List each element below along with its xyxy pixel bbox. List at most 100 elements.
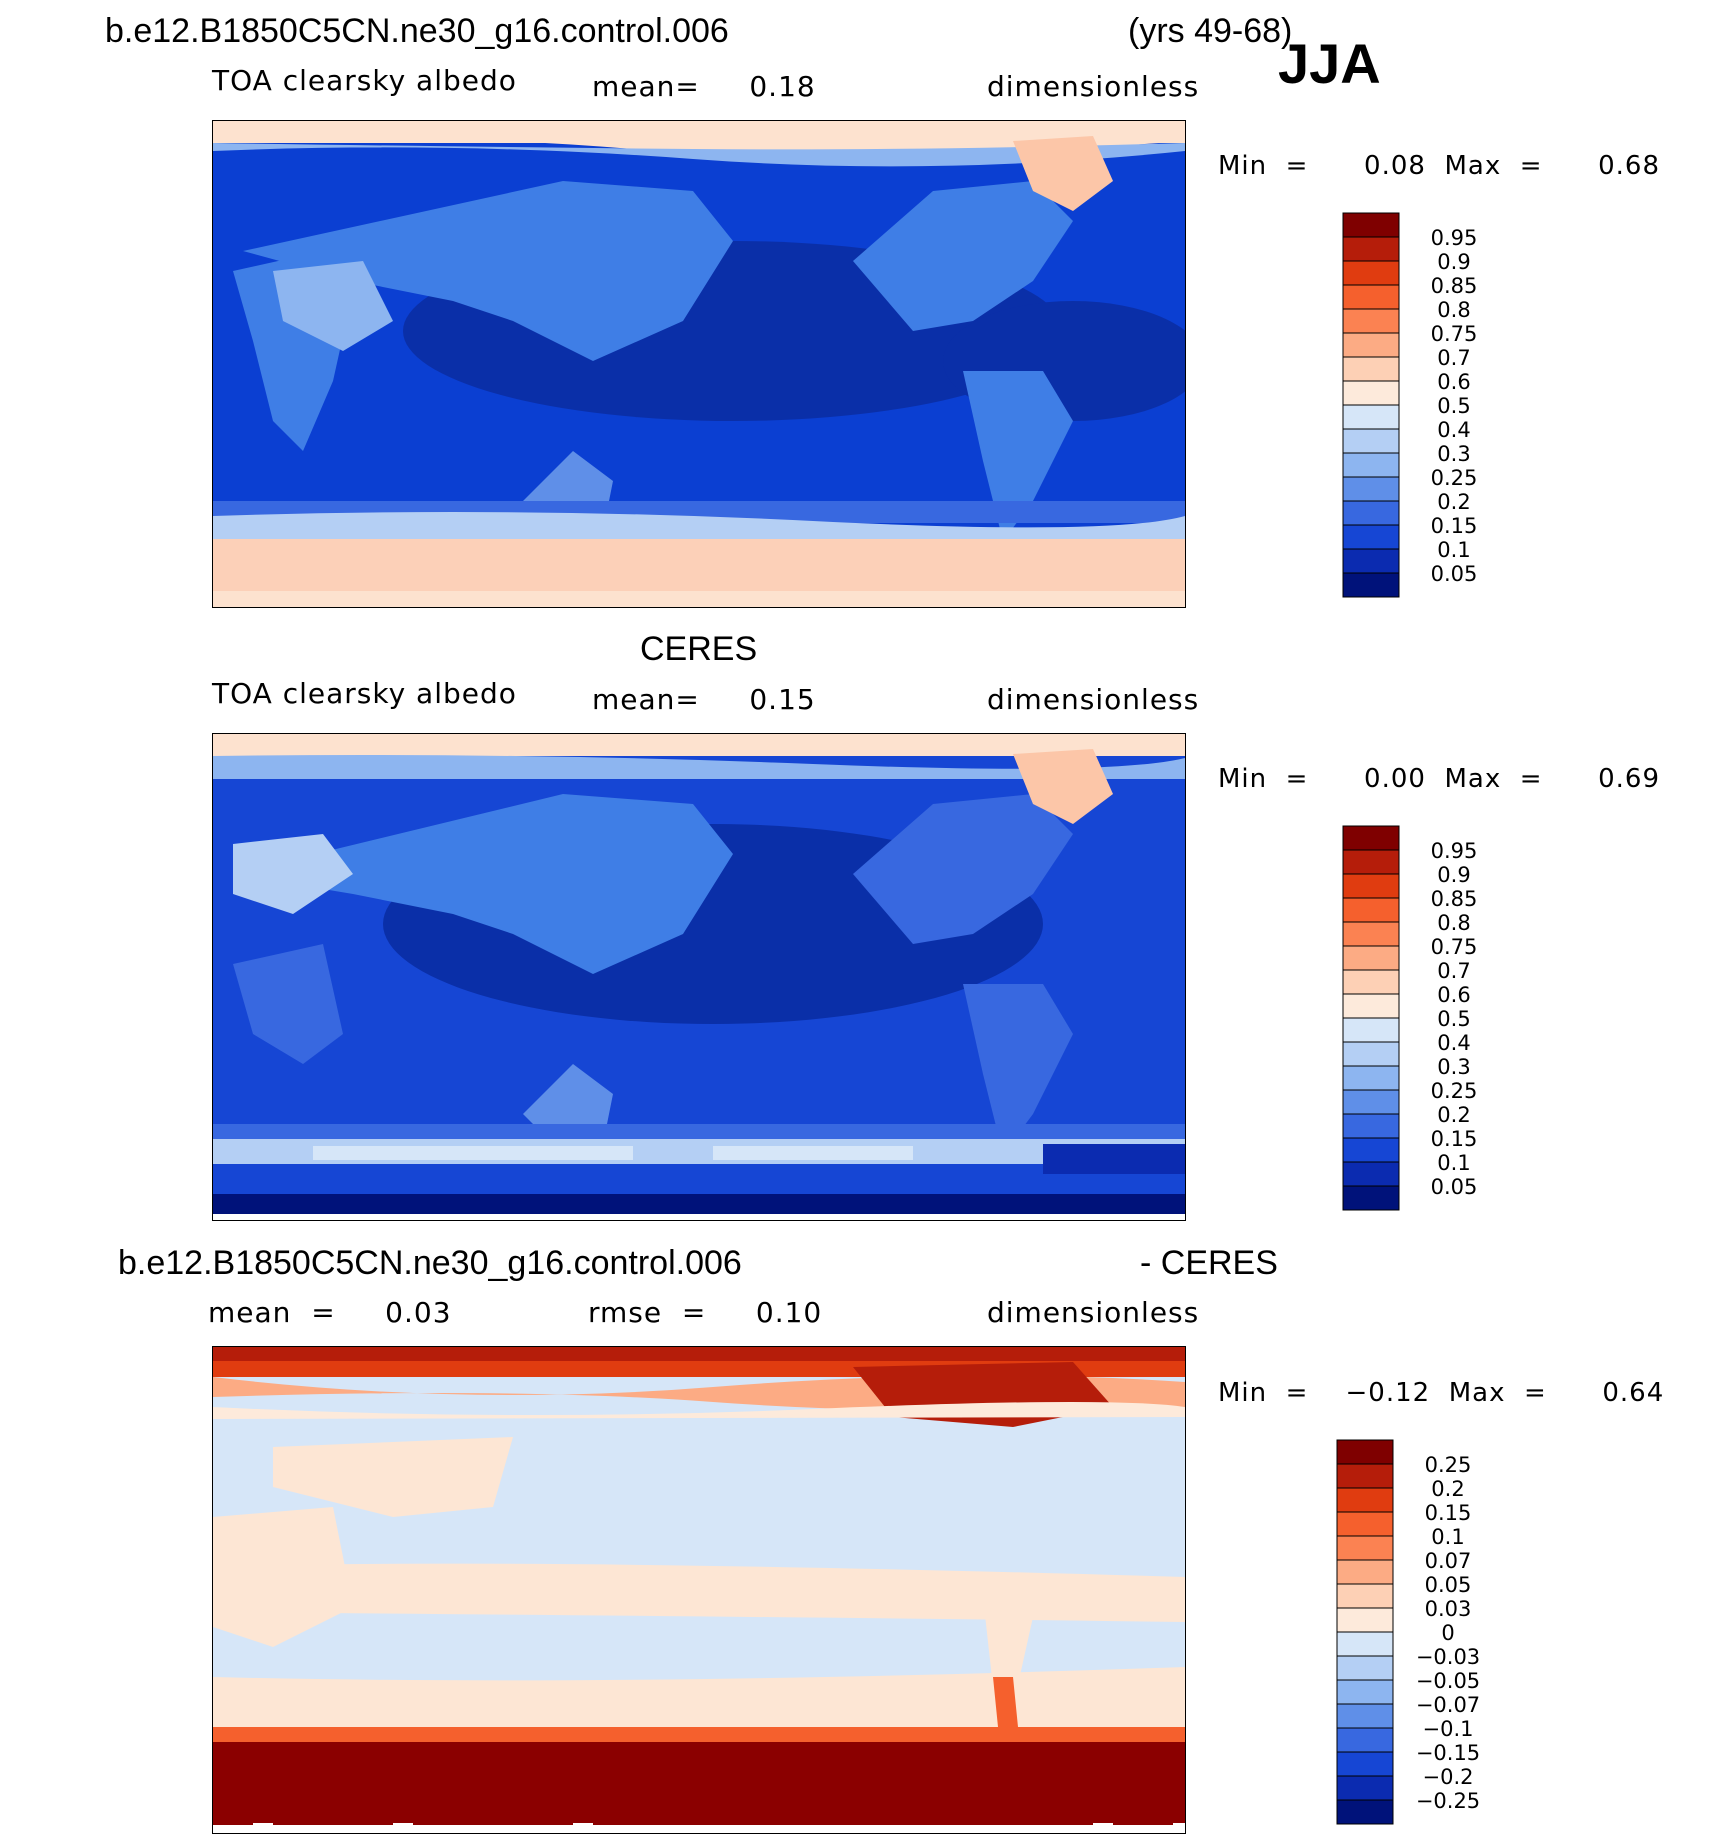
colorbar-box (1336, 1751, 1394, 1777)
colorbar-box (1336, 1511, 1394, 1537)
colorbar-box (1342, 969, 1400, 995)
colorbar-label: 0.05 (1425, 1573, 1472, 1597)
colorbar-box (1342, 921, 1400, 947)
model-colorbar: 0.95 0.9 0.85 0.8 0.75 0.7 0.6 0.5 0.4 0.3 0.25 0.2… (1342, 212, 1572, 607)
colorbar-box (1342, 1065, 1400, 1091)
colorbar-box (1336, 1703, 1394, 1729)
colorbar-label: 0 (1441, 1621, 1454, 1645)
season-label: JJA (1278, 32, 1381, 95)
colorbar-box (1336, 1679, 1394, 1705)
colorbar-label: −0.25 (1416, 1789, 1480, 1813)
units-label: dimensionless (987, 70, 1200, 103)
colorbar-label: 0.5 (1437, 1007, 1470, 1031)
colorbar-box (1342, 993, 1400, 1019)
colorbar-label: 0.2 (1437, 490, 1470, 514)
colorbar-box (1336, 1535, 1394, 1561)
colorbar-box (1342, 1185, 1400, 1211)
colorbar-label: 0.03 (1425, 1597, 1472, 1621)
colorbar-label: 0.9 (1437, 250, 1470, 274)
colorbar-box (1336, 1727, 1394, 1753)
colorbar-box (1336, 1631, 1394, 1657)
colorbar-box (1342, 1017, 1400, 1043)
colorbar-label: 0.5 (1437, 394, 1470, 418)
colorbar-box (1342, 524, 1400, 550)
colorbar-label: −0.15 (1416, 1741, 1480, 1765)
mean-label: mean= 0.18 (592, 70, 816, 103)
case-title: b.e12.B1850C5CN.ne30_g16.control.006 (105, 12, 729, 50)
colorbar-box (1342, 1161, 1400, 1187)
colorbar-label: −0.2 (1423, 1765, 1474, 1789)
colorbar-label: −0.1 (1423, 1717, 1474, 1741)
difference-map (212, 1346, 1186, 1834)
colorbar-label: 0.95 (1431, 839, 1478, 863)
colorbar-label: 0.05 (1431, 1175, 1478, 1199)
colorbar-box (1342, 548, 1400, 574)
colorbar-box (1342, 1089, 1400, 1115)
colorbar-label: 0.4 (1437, 1031, 1470, 1055)
mean-label: mean = 0.03 (208, 1296, 452, 1329)
diff-title-suffix: - CERES (1140, 1244, 1278, 1282)
colorbar-label: 0.85 (1431, 274, 1478, 298)
colorbar-label: 0.05 (1431, 562, 1478, 586)
colorbar-box (1336, 1607, 1394, 1633)
colorbar-label: 0.15 (1425, 1501, 1472, 1525)
colorbar-label: 0.4 (1437, 418, 1470, 442)
colorbar-label: −0.03 (1416, 1645, 1480, 1669)
colorbar-box (1342, 332, 1400, 358)
colorbar-label: 0.3 (1437, 1055, 1470, 1079)
colorbar-box (1342, 404, 1400, 430)
colorbar-box (1342, 1137, 1400, 1163)
colorbar-box (1342, 236, 1400, 262)
variable-label: TOA clearsky albedo (212, 677, 517, 710)
colorbar-box (1336, 1775, 1394, 1801)
colorbar-label: 0.1 (1431, 1525, 1464, 1549)
units-label: dimensionless (987, 683, 1200, 716)
colorbar-label: 0.25 (1431, 466, 1478, 490)
colorbar-box (1342, 1113, 1400, 1139)
mean-label: mean= 0.15 (592, 683, 816, 716)
colorbar-box (1342, 1041, 1400, 1067)
colorbar-box (1342, 356, 1400, 382)
colorbar-label: 0.7 (1437, 959, 1470, 983)
colorbar-label: −0.05 (1416, 1669, 1480, 1693)
colorbar-box (1336, 1655, 1394, 1681)
colorbar-label: 0.07 (1425, 1549, 1472, 1573)
colorbar-label: 0.6 (1437, 370, 1470, 394)
colorbar-box (1336, 1487, 1394, 1513)
colorbar-box (1342, 452, 1400, 478)
difference-colorbar: 0.25 0.2 0.15 0.1 0.07 0.05 0.03 0 −0.03 −0.05 −0.… (1336, 1439, 1576, 1834)
colorbar-label: 0.75 (1431, 322, 1478, 346)
colorbar-label: 0.7 (1437, 346, 1470, 370)
colorbar-label: 0.8 (1437, 911, 1470, 935)
minmax-label: Min = −0.12 Max = 0.64 (1218, 1378, 1665, 1408)
colorbar-label: 0.1 (1437, 1151, 1470, 1175)
colorbar-box (1342, 500, 1400, 526)
colorbar-label: 0.6 (1437, 983, 1470, 1007)
colorbar-box (1336, 1559, 1394, 1585)
colorbar-box (1342, 428, 1400, 454)
colorbar-box (1342, 945, 1400, 971)
colorbar-label: 0.15 (1431, 514, 1478, 538)
ceres-albedo-map (212, 733, 1186, 1221)
minmax-label: Min = 0.00 Max = 0.69 (1218, 764, 1661, 794)
colorbar-box (1336, 1463, 1394, 1489)
ceres-colorbar: 0.95 0.9 0.85 0.8 0.75 0.7 0.6 0.5 0.4 0.3 0.25 0.2… (1342, 825, 1572, 1220)
colorbar-label: −0.07 (1416, 1693, 1480, 1717)
model-albedo-map (212, 120, 1186, 608)
colorbar-label: 0.2 (1437, 1103, 1470, 1127)
years-label: (yrs 49-68) (1128, 12, 1293, 50)
units-label: dimensionless (987, 1296, 1200, 1329)
colorbar-box (1342, 212, 1400, 238)
colorbar-label: 0.9 (1437, 863, 1470, 887)
colorbar-label: 0.95 (1431, 226, 1478, 250)
rmse-label: rmse = 0.10 (588, 1296, 823, 1329)
ceres-title: CERES (640, 630, 758, 668)
colorbar-label: 0.15 (1431, 1127, 1478, 1151)
colorbar-label: 0.2 (1431, 1477, 1464, 1501)
colorbar-box (1342, 380, 1400, 406)
colorbar-label: 0.25 (1425, 1453, 1472, 1477)
colorbar-box (1342, 572, 1400, 598)
colorbar-box (1336, 1583, 1394, 1609)
colorbar-box (1342, 260, 1400, 286)
colorbar-label: 0.85 (1431, 887, 1478, 911)
